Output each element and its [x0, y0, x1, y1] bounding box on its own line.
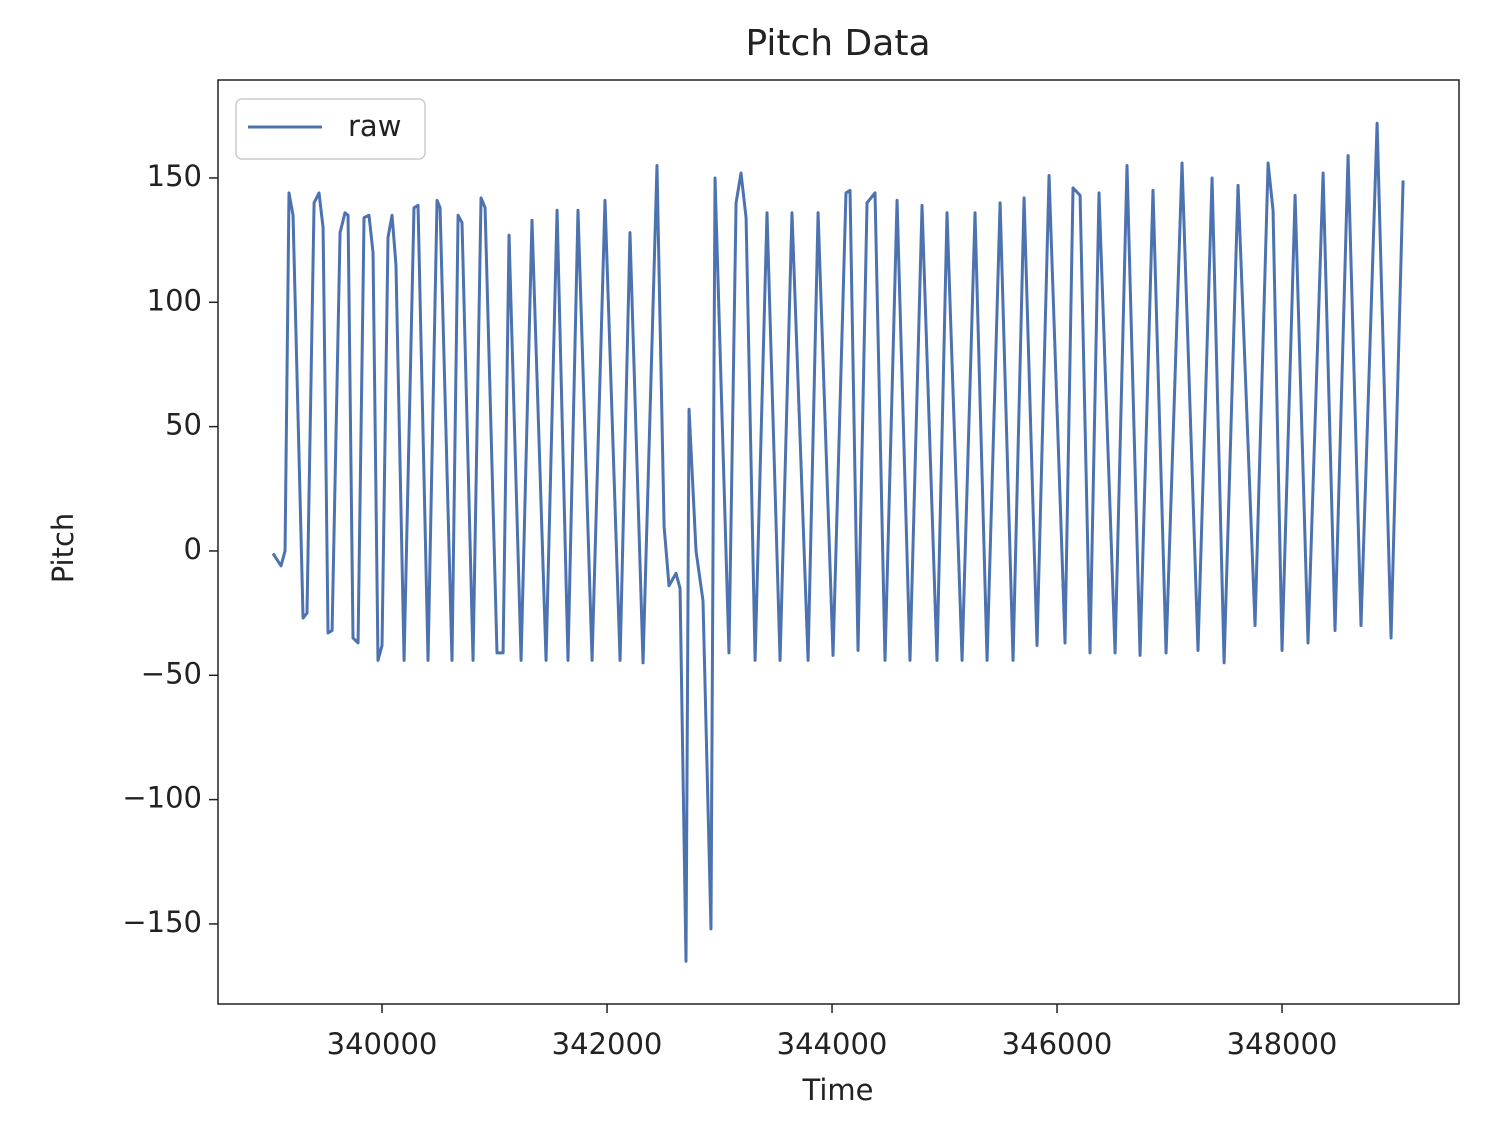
y-tick-label: −50	[141, 656, 202, 690]
plot-frame	[217, 79, 1460, 1005]
legend-box	[235, 98, 426, 160]
legend-label: raw	[348, 109, 401, 143]
y-tick-label: 100	[147, 283, 202, 317]
y-axis-label: Pitch	[46, 513, 80, 584]
y-tick-label: 0	[184, 532, 202, 566]
data-line	[271, 121, 1405, 963]
x-tick-label: 348000	[1227, 1027, 1338, 1061]
x-tick-label: 340000	[327, 1027, 438, 1061]
chart-title: Pitch Data	[745, 23, 930, 64]
y-tick-label: −150	[122, 905, 202, 939]
x-axis-label: Time	[802, 1073, 874, 1107]
y-tick-label: 150	[147, 159, 202, 193]
x-tick-label: 344000	[777, 1027, 888, 1061]
y-tick-label: 50	[165, 408, 202, 442]
y-tick-label: −100	[122, 781, 202, 815]
legend: raw	[235, 98, 426, 160]
x-tick-label: 342000	[552, 1027, 663, 1061]
x-tick-label: 346000	[1002, 1027, 1113, 1061]
